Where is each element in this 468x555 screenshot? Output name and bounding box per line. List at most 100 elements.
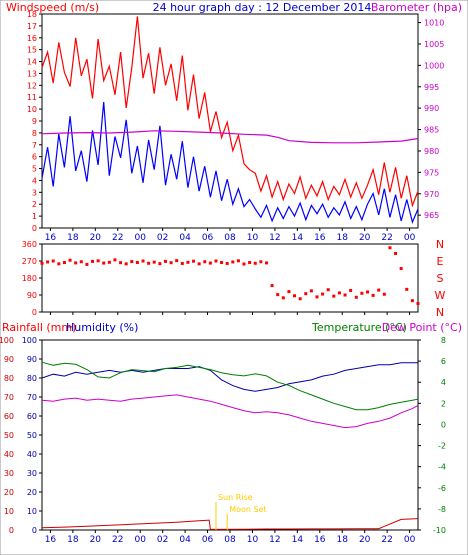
direction-point xyxy=(91,259,95,263)
rainfall-line xyxy=(41,518,419,530)
annotation-label: Moon Set xyxy=(229,505,266,514)
rainfall-tick-label: 30 xyxy=(4,469,14,478)
humidity-tick-label: 30 xyxy=(27,469,37,478)
direction-point xyxy=(208,261,212,265)
direction-point xyxy=(248,261,252,265)
compass-tick-label: E xyxy=(437,255,444,268)
direction-point xyxy=(46,260,50,264)
direction-point xyxy=(382,292,386,296)
axis-ticks: 1616181820202222000002020404060608081010… xyxy=(0,10,446,545)
windspeed-tick-label: 10 xyxy=(27,105,37,114)
time-tick-label: 16 xyxy=(45,233,57,243)
direction-point xyxy=(147,261,151,265)
direction-tick-label: 360 xyxy=(22,240,37,249)
barometer-tick-label: 1005 xyxy=(424,40,444,49)
barometer-tick-label: 995 xyxy=(424,83,439,92)
time-tick-label: 12 xyxy=(269,233,280,243)
time-tick-label: 22 xyxy=(112,233,123,243)
temperature-tick-label: 8 xyxy=(441,336,446,345)
direction-point xyxy=(388,246,392,250)
direction-point xyxy=(85,262,89,266)
direction-point xyxy=(405,287,409,291)
direction-point xyxy=(231,260,235,264)
direction-point xyxy=(242,262,246,266)
windspeed-tick-label: 14 xyxy=(27,58,37,67)
barometer-tick-label: 1000 xyxy=(424,61,444,70)
temperature-tick-label: 0 xyxy=(441,420,446,429)
temperature-tick-label: -6 xyxy=(438,484,446,493)
time-tick-label: 14 xyxy=(292,233,304,243)
rainfall-tick-label: 10 xyxy=(4,507,14,516)
temperature-axis-label: Temperature (°C) xyxy=(311,321,407,334)
direction-point xyxy=(377,288,381,292)
humidity-tick-label: 10 xyxy=(27,507,37,516)
direction-point xyxy=(293,294,297,298)
time-tick-label: 22 xyxy=(381,233,392,243)
humidity-tick-label: 40 xyxy=(27,450,37,459)
direction-tick-label: 270 xyxy=(22,257,37,266)
time-tick-label: 18 xyxy=(67,233,79,243)
direction-point xyxy=(253,261,257,265)
time-tick-label: 16 xyxy=(314,535,326,545)
windspeed-tick-label: 1 xyxy=(32,212,37,221)
direction-point xyxy=(371,293,375,297)
direction-point xyxy=(79,260,83,264)
time-tick-label: 02 xyxy=(157,233,168,243)
direction-point xyxy=(365,290,369,294)
time-tick-label: 20 xyxy=(359,233,371,243)
direction-point xyxy=(276,293,280,297)
barometer-tick-label: 1010 xyxy=(424,19,444,28)
direction-point xyxy=(141,259,145,263)
humidity-tick-label: 50 xyxy=(27,431,37,440)
time-tick-label: 10 xyxy=(247,233,259,243)
windspeed-tick-label: 17 xyxy=(27,22,37,31)
direction-point xyxy=(51,259,55,263)
rainfall-axis-label: Rainfall (mm) xyxy=(2,321,76,334)
direction-point xyxy=(225,261,229,265)
compass-tick-label: N xyxy=(436,238,444,251)
direction-point xyxy=(354,295,358,299)
rainfall-tick-label: 20 xyxy=(4,488,14,497)
direction-point xyxy=(326,288,330,292)
direction-point xyxy=(259,260,263,264)
humidity-line xyxy=(41,362,418,392)
time-tick-label: 08 xyxy=(224,233,236,243)
temperature-tick-label: -8 xyxy=(438,505,446,514)
direction-point xyxy=(180,261,184,265)
dewpoint-axis-label: Dew Point (°C) xyxy=(382,321,462,334)
direction-point xyxy=(304,292,308,296)
rainfall-tick-label: 80 xyxy=(4,374,14,383)
rainfall-tick-label: 70 xyxy=(4,393,14,402)
barometer-axis-label: Barometer (hpa) xyxy=(371,1,462,14)
windspeed-tick-label: 5 xyxy=(32,165,37,174)
temperature-line xyxy=(41,361,419,411)
direction-tick-label: 0 xyxy=(32,308,37,317)
direction-point xyxy=(281,296,285,300)
windspeed-tick-label: 11 xyxy=(27,93,37,102)
windspeed-tick-label: 9 xyxy=(32,117,37,126)
direction-point xyxy=(298,297,302,301)
direction-point xyxy=(74,261,78,265)
barometer-tick-label: 985 xyxy=(424,126,439,135)
direction-point xyxy=(96,259,100,263)
windspeed-tick-label: 7 xyxy=(32,141,37,150)
direction-point xyxy=(337,291,341,295)
windspeed-tick-label: 4 xyxy=(32,176,37,185)
compass-tick-label: W xyxy=(435,289,446,302)
direction-point xyxy=(175,259,179,263)
windspeed-tick-label: 13 xyxy=(27,69,37,78)
windspeed-tick-label: 3 xyxy=(32,188,37,197)
direction-point xyxy=(203,260,207,264)
direction-point xyxy=(343,293,347,297)
time-tick-label: 02 xyxy=(157,535,168,545)
direction-point xyxy=(152,260,156,264)
direction-point xyxy=(113,258,117,262)
time-tick-label: 22 xyxy=(112,535,123,545)
rainfall-tick-label: 100 xyxy=(0,336,14,345)
direction-point xyxy=(416,302,420,305)
time-tick-label: 16 xyxy=(45,535,57,545)
direction-point xyxy=(220,261,224,265)
annotations: Sun Rise Moon Set xyxy=(215,493,267,530)
